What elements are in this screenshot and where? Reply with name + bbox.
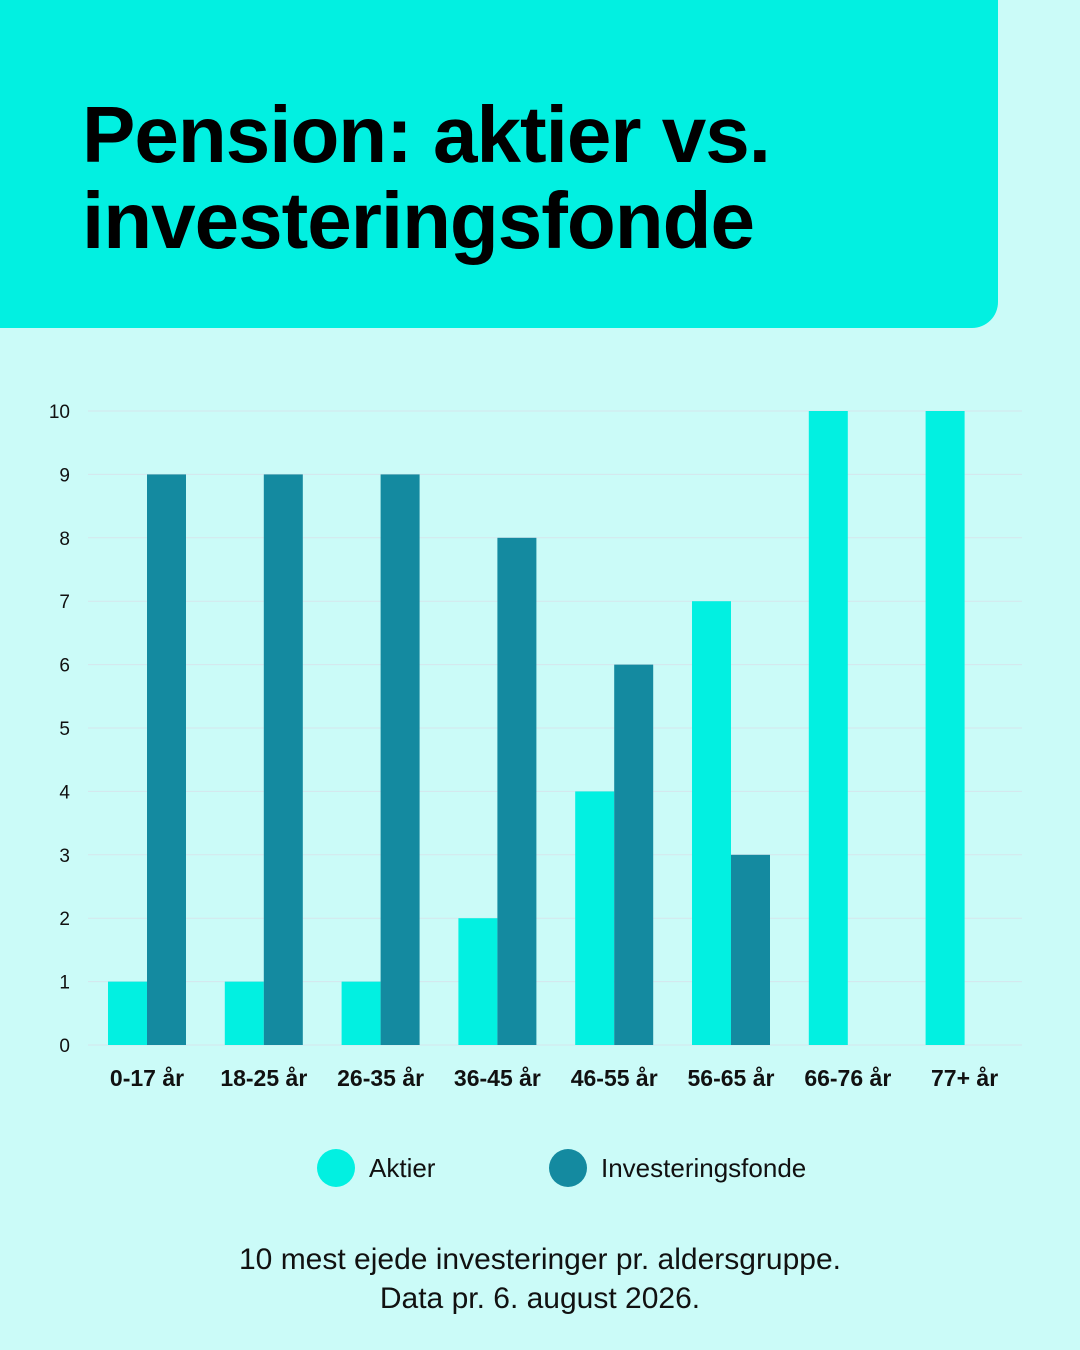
bar-aktier [925, 411, 965, 1045]
y-tick-label: 5 [59, 719, 70, 740]
bar-aktier [108, 981, 147, 1045]
y-tick-label: 6 [59, 656, 70, 677]
title-line-2: investeringsfonde [82, 176, 755, 265]
y-tick-label: 9 [59, 465, 70, 486]
header-panel: Pension: aktier vs. investeringsfonde [0, 0, 998, 328]
x-tick-label: 56-65 år [688, 1065, 775, 1091]
bar-aktier [692, 601, 731, 1045]
y-tick-label: 3 [59, 846, 70, 867]
y-tick-label: 7 [59, 592, 70, 613]
legend-swatch-investeringsfonde [549, 1149, 587, 1187]
legend-swatch-aktier [317, 1149, 355, 1187]
bar-investeringsfonde [263, 474, 303, 1045]
bar-investeringsfonde [614, 664, 654, 1045]
legend-label-aktier: Aktier [369, 1152, 436, 1183]
y-tick-label: 8 [59, 529, 70, 550]
x-tick-label: 26-35 år [337, 1065, 424, 1091]
page-title: Pension: aktier vs. investeringsfonde [82, 92, 962, 264]
x-tick-label: 36-45 år [454, 1065, 541, 1091]
bar-investeringsfonde [731, 854, 770, 1045]
bar-investeringsfonde [497, 537, 537, 1045]
y-tick-label: 4 [59, 782, 70, 803]
bar-investeringsfonde [380, 474, 420, 1045]
y-tick-label: 1 [59, 973, 70, 994]
legend-item-investeringsfonde: Investeringsfonde [549, 1148, 806, 1188]
bar-aktier [808, 411, 848, 1045]
y-tick-label: 2 [59, 909, 70, 930]
title-line-1: Pension: aktier vs. [82, 90, 771, 179]
bar-aktier [575, 791, 615, 1045]
y-tick-label: 0 [59, 1036, 70, 1057]
bar-chart: 0 1 2 3 4 5 6 7 8 9 10 0-17 år 18-25 år 26-35 år 36-45… [49, 402, 1022, 1091]
footnote-line-1: 10 mest ejede investeringer pr. aldersgr… [238, 1243, 842, 1276]
chart-footnote: 10 mest ejede investeringer pr. aldersgr… [0, 1240, 1080, 1318]
x-tick-label: 46-55 år [571, 1065, 658, 1091]
y-tick-label: 10 [49, 402, 70, 423]
footnote-line-2: Data pr. 6. august 2026. [379, 1282, 701, 1315]
bar-investeringsfonde [147, 474, 186, 1045]
chart-legend: Aktier Investeringsfonde [0, 1148, 1080, 1188]
bar-aktier [341, 981, 381, 1045]
x-tick-label: 18-25 år [220, 1065, 307, 1091]
bar-aktier [224, 981, 264, 1045]
bar-aktier [458, 918, 498, 1045]
x-tick-label: 77+ år [931, 1065, 998, 1091]
legend-item-aktier: Aktier [317, 1148, 435, 1188]
legend-label-investeringsfonde: Investeringsfonde [601, 1152, 807, 1183]
x-tick-label: 66-76 år [804, 1065, 891, 1091]
x-tick-label: 0-17 år [110, 1065, 184, 1091]
